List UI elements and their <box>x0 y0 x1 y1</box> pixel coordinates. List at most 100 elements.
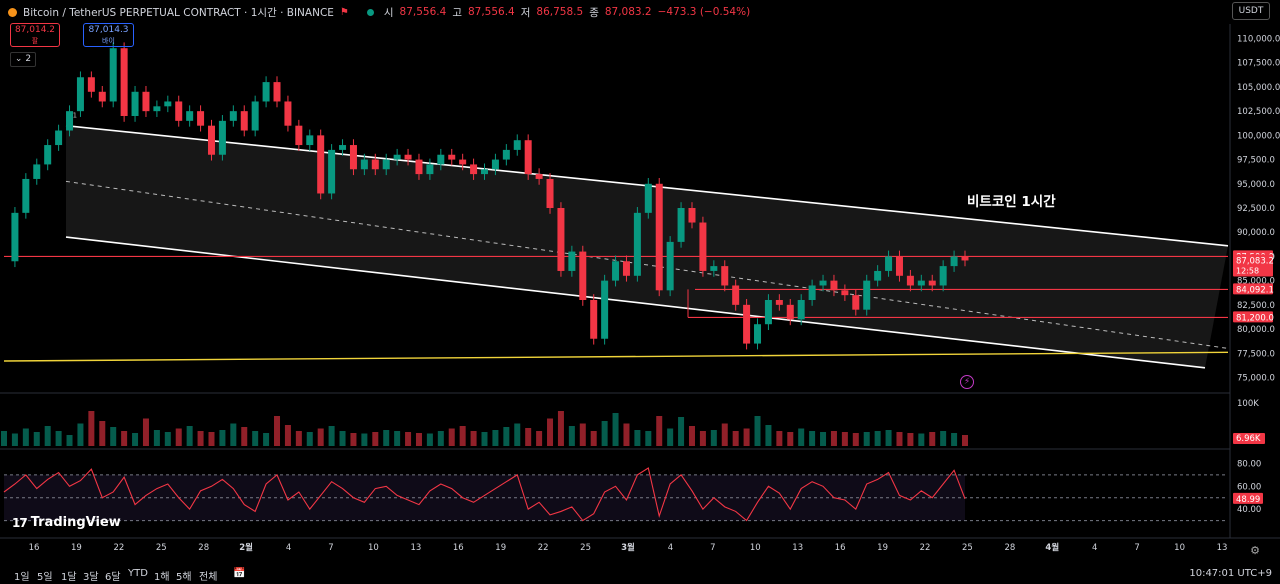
candle <box>764 300 772 325</box>
price-tag-label: 84,092.1 <box>1236 285 1274 295</box>
candle <box>928 280 936 286</box>
candle <box>164 101 172 107</box>
price-tag <box>1233 283 1273 295</box>
candle <box>950 256 958 267</box>
currency-select[interactable]: USDT <box>1232 2 1270 20</box>
volume-bar <box>688 426 695 446</box>
candle <box>295 125 303 146</box>
candle <box>601 280 609 339</box>
timeframe-5d[interactable]: 5일 <box>37 572 53 583</box>
volume-bar <box>852 433 859 446</box>
volume-bar <box>1 431 7 446</box>
volume-bar <box>874 431 881 446</box>
lightning-icon[interactable]: ⚡ <box>960 375 974 389</box>
symbol-header: Bitcoin / TetherUS PERPETUAL CONTRACT · … <box>8 4 750 20</box>
timeframe-ytd[interactable]: YTD <box>128 568 148 579</box>
candle <box>917 280 925 286</box>
volume-bar <box>656 416 663 446</box>
time-tick-label: 3월 <box>621 542 635 553</box>
volume-bar <box>557 411 564 446</box>
volume-bar <box>437 431 444 446</box>
timeframe-6m[interactable]: 6달 <box>105 572 121 583</box>
candle <box>251 101 259 131</box>
candle <box>284 101 292 126</box>
timeframe-3m[interactable]: 3달 <box>83 572 99 583</box>
volume-bar <box>164 432 171 446</box>
candle <box>470 164 478 175</box>
chart-annotation[interactable]: 비트코인 1시간 <box>967 194 1056 210</box>
volume-bar <box>44 426 51 446</box>
channel-midline <box>65 180 1229 349</box>
volume-bar <box>175 428 182 446</box>
price-tick-label: 105,000.0 <box>1237 83 1280 93</box>
candle <box>76 77 84 112</box>
candle <box>262 82 270 102</box>
time-tick-label: 13 <box>410 543 421 553</box>
buy-button[interactable]: 87,014.3 바이 <box>83 23 134 47</box>
timeframe-5y[interactable]: 5해 <box>176 572 192 583</box>
candle <box>66 111 74 131</box>
ask-label: 바이 <box>102 37 115 45</box>
volume-bar <box>219 430 226 446</box>
candle <box>644 183 652 213</box>
logo-text: TradingView <box>30 515 121 530</box>
volume-bar <box>514 423 521 446</box>
price-tick-label: 75,000.0 <box>1237 373 1275 383</box>
volume-bar <box>77 423 84 446</box>
candle <box>786 304 794 320</box>
volume-bar <box>568 426 575 446</box>
timeframe-1d[interactable]: 1일 <box>14 572 30 583</box>
candle <box>22 178 30 213</box>
candle <box>513 140 521 150</box>
timeframe-1m[interactable]: 1달 <box>61 572 77 583</box>
volume-bar <box>230 423 237 446</box>
date-range-icon[interactable]: 📅 <box>233 568 246 579</box>
time-tick-label: 25 <box>962 543 973 553</box>
volume-bar <box>885 430 892 446</box>
volume-tag <box>1233 433 1265 444</box>
volume-bar <box>186 426 193 446</box>
volume-bar <box>153 430 160 446</box>
price-tick-label: 92,500.0 <box>1237 204 1275 214</box>
price-tick-label: 110,000.0 <box>1237 35 1280 45</box>
sell-button[interactable]: 87,014.2 팔 <box>10 23 60 47</box>
volume-bar <box>405 432 412 446</box>
candle <box>732 285 740 305</box>
time-tick-label: 25 <box>580 543 591 553</box>
time-tick-label: 19 <box>877 543 888 553</box>
bottom-toolbar: 1일 5일 1달 3달 6달 YTD 1해 5해 전체 📅 10:47:01 U… <box>0 564 1280 584</box>
volume-bar <box>667 428 674 446</box>
candle <box>524 140 532 175</box>
volume-bar <box>699 431 706 446</box>
gear-icon[interactable]: ⚙ <box>1250 544 1260 557</box>
volume-bar <box>645 431 652 446</box>
flag-icon[interactable]: ⚑ <box>339 6 349 18</box>
candle <box>874 270 882 281</box>
candle <box>699 222 707 271</box>
price-tick-label: 97,500.0 <box>1237 156 1275 166</box>
timeframe-all[interactable]: 전체 <box>199 572 218 583</box>
volume-bar <box>295 431 302 446</box>
volume-bar <box>317 428 324 446</box>
volume-bar <box>66 435 73 446</box>
volume-bar <box>481 432 488 446</box>
bid-label: 팔 <box>31 37 39 45</box>
rsi-line <box>3 467 966 522</box>
symbol-title[interactable]: Bitcoin / TetherUS PERPETUAL CONTRACT · … <box>23 6 334 19</box>
volume-bar <box>284 425 291 446</box>
volume-bar <box>579 423 586 446</box>
volume-bar <box>339 431 346 446</box>
candle <box>688 208 696 223</box>
price-tick-label: 77,500.0 <box>1237 349 1275 359</box>
time-tick-label: 22 <box>113 543 124 553</box>
timeframe-1y[interactable]: 1해 <box>154 572 170 583</box>
volume-bar <box>590 431 597 446</box>
volume-bar <box>623 423 630 446</box>
volume-bar <box>394 431 401 446</box>
volume-bar <box>841 432 848 446</box>
change-value: −473.3 (−0.54%) <box>657 6 751 18</box>
volume-bar <box>612 413 619 446</box>
indicator-toggle-button[interactable]: ⌄ 2 <box>10 52 36 67</box>
